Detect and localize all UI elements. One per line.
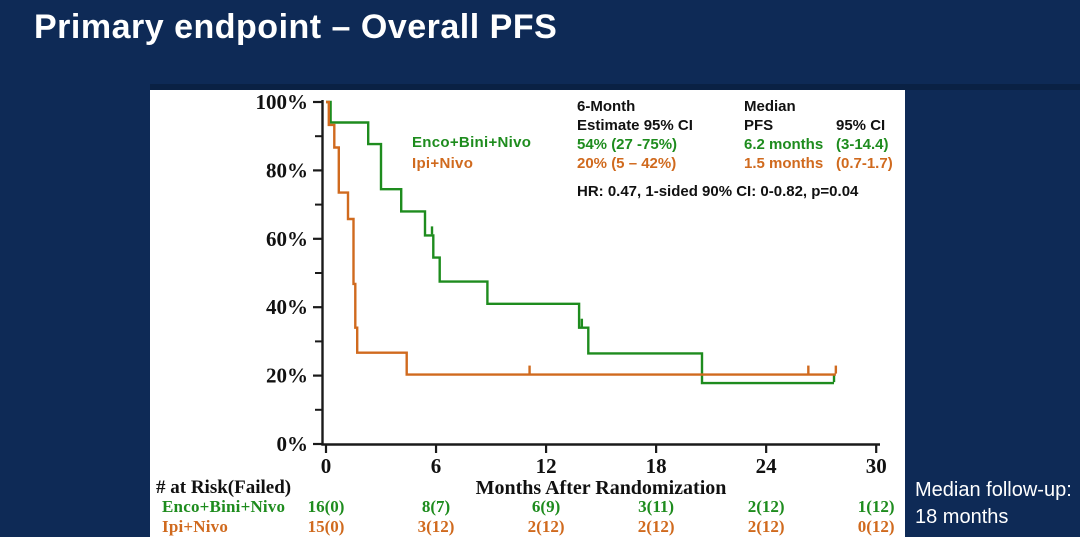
x-tick-label: 18 <box>646 454 667 478</box>
stats-ci-value-enco: (3-14.4) <box>836 136 889 153</box>
x-tick-label: 6 <box>431 454 442 478</box>
km-curve-ipi-nivo <box>326 100 836 376</box>
stats-6month-value-ipi: 20% (5 – 42%) <box>577 155 677 172</box>
risk-value: 16(0) <box>307 497 345 516</box>
x-axis-title: Months After Randomization <box>475 477 727 499</box>
risk-value: 2(12) <box>747 497 785 516</box>
stats-ci-header: 95% CI <box>836 117 886 134</box>
risk-value: 2(12) <box>747 517 785 536</box>
chart-panel: 0% 20% 40% 60% 80% 100% 0 6 12 18 24 30 Enco+Bini+N… <box>150 90 905 537</box>
risk-table-heading: # at Risk(Failed) <box>156 477 292 498</box>
x-tick-label: 24 <box>756 454 778 478</box>
y-tick-label: 20% <box>266 364 308 388</box>
y-tick-label: 0% <box>277 432 309 456</box>
x-tick-label: 30 <box>866 454 887 478</box>
stats-median-value-enco: 6.2 months <box>744 136 824 153</box>
risk-value: 2(12) <box>637 517 675 536</box>
x-tick-label: 12 <box>536 454 557 478</box>
y-tick-label: 100% <box>256 90 309 114</box>
legend-item-ipi-nivo: Ipi+Nivo <box>412 155 474 172</box>
median-followup-note: Median follow-up: 18 months <box>915 477 1072 531</box>
panel-top-strip <box>150 84 1080 90</box>
risk-value: 2(12) <box>527 517 565 536</box>
risk-value: 1(12) <box>857 497 895 516</box>
km-survival-chart: 0% 20% 40% 60% 80% 100% 0 6 12 18 24 30 <box>256 90 887 478</box>
risk-value: 15(0) <box>307 517 345 536</box>
stats-ci-value-ipi: (0.7-1.7) <box>836 155 893 172</box>
x-tick-label: 0 <box>321 454 332 478</box>
median-followup-line1: Median follow-up: <box>915 479 1072 501</box>
page-title: Primary endpoint – Overall PFS <box>34 8 558 46</box>
risk-value: 3(12) <box>417 517 455 536</box>
risk-value: 0(12) <box>857 517 895 536</box>
median-followup-line2: 18 months <box>915 506 1009 528</box>
y-tick-label: 40% <box>266 295 308 319</box>
axes <box>321 100 880 446</box>
km-curve-enco-bini-nivo <box>326 100 834 385</box>
stats-6month-value-enco: 54% (27 -75%) <box>577 136 678 153</box>
risk-value: 8(7) <box>421 497 451 516</box>
legend-item-enco-bini-nivo: Enco+Bini+Nivo <box>412 134 532 151</box>
y-tick-label: 60% <box>266 227 308 251</box>
risk-value: 3(11) <box>638 497 675 516</box>
risk-row-label-ipi-nivo: Ipi+Nivo <box>162 517 229 536</box>
stats-median-header1: Median <box>744 98 796 115</box>
y-tick-label: 80% <box>266 158 308 182</box>
stats-6month-header2: Estimate 95% CI <box>577 117 693 134</box>
risk-value: 6(9) <box>531 497 561 516</box>
stats-hazard-ratio-line: HR: 0.47, 1-sided 90% CI: 0-0.82, p=0.04 <box>577 183 859 200</box>
stats-6month-header1: 6-Month <box>577 98 636 115</box>
stats-median-value-ipi: 1.5 months <box>744 155 824 172</box>
risk-row-label-enco-bini-nivo: Enco+Bini+Nivo <box>162 497 286 516</box>
stats-median-header2: PFS <box>744 117 774 134</box>
